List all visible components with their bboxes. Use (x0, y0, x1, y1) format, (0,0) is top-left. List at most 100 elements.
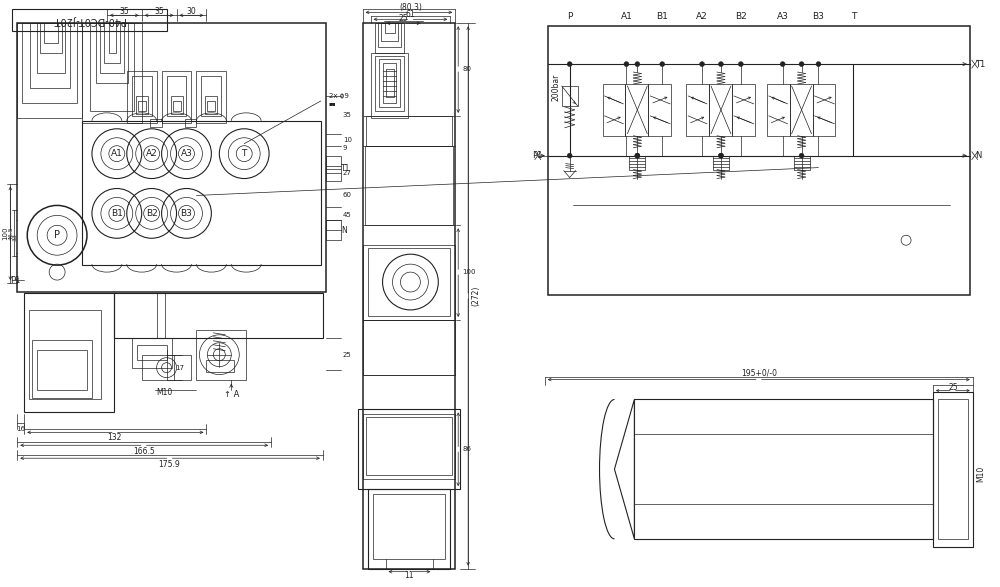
Text: A2: A2 (696, 12, 708, 21)
Circle shape (718, 62, 723, 66)
Bar (12, 9, 167, 31)
Text: 10: 10 (343, 137, 352, 143)
Bar (933, 392, 973, 547)
Bar (196, 330, 246, 380)
Bar (138, 101, 146, 111)
Text: M10: M10 (976, 466, 985, 483)
Bar (373, 494, 445, 559)
Bar (686, 84, 709, 136)
Text: T1: T1 (341, 164, 350, 173)
Bar (173, 101, 181, 111)
Text: (272): (272) (472, 286, 481, 306)
Bar (29, 310, 101, 400)
Circle shape (718, 153, 723, 158)
Text: 35: 35 (343, 112, 352, 118)
Bar (368, 489, 450, 569)
Text: P: P (567, 12, 572, 21)
Text: N: N (975, 151, 981, 160)
Text: B2: B2 (735, 12, 747, 21)
Text: P40-DC0T-J20T: P40-DC0T-J20T (53, 15, 125, 25)
Bar (548, 26, 970, 295)
Text: 25: 25 (343, 352, 351, 357)
Circle shape (718, 153, 723, 158)
Text: 25: 25 (948, 383, 958, 392)
Text: 195+0/-0: 195+0/-0 (741, 368, 777, 377)
Bar (40, 23, 62, 53)
Bar (363, 320, 455, 375)
Text: P1: P1 (532, 151, 543, 160)
Bar (171, 96, 183, 114)
Circle shape (635, 153, 640, 158)
Bar (363, 414, 455, 479)
Bar (813, 84, 835, 136)
Text: T: T (851, 12, 856, 21)
Text: B3: B3 (181, 209, 192, 218)
Bar (375, 23, 404, 53)
Text: 17: 17 (175, 365, 184, 370)
Text: A2: A2 (146, 149, 158, 158)
Text: B1: B1 (111, 209, 123, 218)
Text: 25: 25 (399, 14, 408, 23)
Text: A1: A1 (111, 149, 123, 158)
Text: 175.9: 175.9 (159, 460, 180, 468)
Circle shape (700, 62, 705, 66)
Bar (794, 156, 810, 170)
Text: 46.5: 46.5 (9, 227, 14, 240)
Bar (100, 23, 124, 73)
Bar (326, 220, 341, 240)
Bar (207, 101, 215, 111)
Text: B2: B2 (146, 209, 158, 218)
Bar (625, 84, 648, 136)
Bar (366, 417, 452, 475)
Bar (326, 156, 341, 181)
Bar (104, 23, 120, 63)
Text: ↑ A: ↑ A (224, 390, 239, 399)
Bar (142, 355, 191, 380)
Text: 35: 35 (119, 7, 129, 16)
Bar (30, 23, 70, 88)
Bar (379, 59, 400, 107)
Bar (132, 76, 152, 116)
Circle shape (738, 62, 743, 66)
Bar (136, 96, 148, 114)
Text: A3: A3 (777, 12, 789, 21)
Text: 166.5: 166.5 (133, 447, 155, 456)
Circle shape (816, 62, 821, 66)
Text: 2x ϕ9: 2x ϕ9 (329, 93, 349, 99)
Text: A3: A3 (181, 149, 192, 158)
Bar (37, 350, 87, 390)
Bar (603, 84, 625, 136)
Bar (363, 23, 455, 569)
Bar (150, 119, 162, 127)
Text: 11: 11 (405, 571, 414, 580)
Bar (82, 121, 321, 265)
Circle shape (780, 62, 785, 66)
Bar (378, 23, 401, 47)
Bar (17, 23, 326, 292)
Text: 100: 100 (462, 269, 476, 275)
Bar (381, 23, 398, 41)
Circle shape (799, 62, 804, 66)
Bar (109, 23, 116, 53)
Text: T1: T1 (975, 60, 985, 69)
Bar (196, 71, 226, 123)
Bar (90, 23, 134, 111)
Text: 27: 27 (343, 170, 352, 176)
Text: A1: A1 (620, 12, 632, 21)
Bar (767, 84, 790, 136)
Text: 80: 80 (462, 66, 471, 72)
Circle shape (567, 153, 572, 158)
Circle shape (799, 153, 804, 158)
Bar (185, 119, 196, 127)
Text: ▪▪: ▪▪ (329, 102, 336, 106)
Text: 45: 45 (343, 212, 351, 218)
Circle shape (660, 62, 665, 66)
Bar (17, 23, 82, 118)
Circle shape (624, 62, 629, 66)
Bar (938, 400, 968, 539)
Text: M10: M10 (157, 388, 173, 397)
Text: P1: P1 (10, 275, 21, 285)
Bar (137, 345, 167, 360)
Text: P: P (54, 230, 60, 240)
Bar (363, 245, 455, 320)
